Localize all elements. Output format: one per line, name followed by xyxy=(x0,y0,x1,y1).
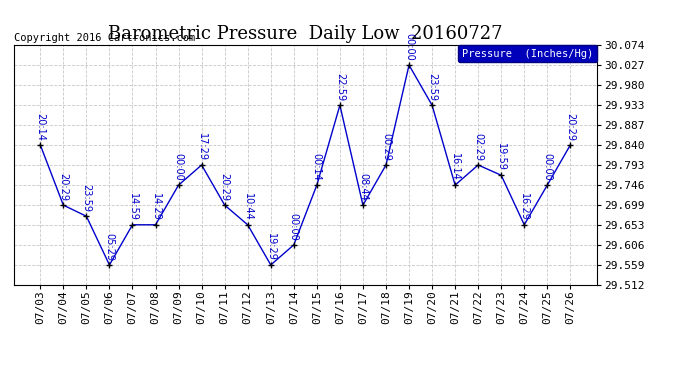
Text: 16:14: 16:14 xyxy=(450,153,460,181)
Legend: Pressure  (Inches/Hg): Pressure (Inches/Hg) xyxy=(458,45,597,62)
Text: 17:29: 17:29 xyxy=(197,133,206,161)
Text: 00:29: 00:29 xyxy=(381,133,391,161)
Text: 23:59: 23:59 xyxy=(427,73,437,101)
Text: 00:00: 00:00 xyxy=(404,33,414,61)
Text: 22:59: 22:59 xyxy=(335,73,345,101)
Text: 00:00: 00:00 xyxy=(289,213,299,241)
Text: Copyright 2016 Cartronics.com: Copyright 2016 Cartronics.com xyxy=(14,33,195,43)
Text: 02:29: 02:29 xyxy=(473,133,483,161)
Text: 10:44: 10:44 xyxy=(243,193,253,220)
Text: 23:59: 23:59 xyxy=(81,184,91,212)
Text: 00:00: 00:00 xyxy=(542,153,552,181)
Text: 19:59: 19:59 xyxy=(496,143,506,171)
Text: 00:00: 00:00 xyxy=(174,153,184,181)
Text: 20:29: 20:29 xyxy=(565,113,575,141)
Text: 20:14: 20:14 xyxy=(35,113,46,141)
Title: Barometric Pressure  Daily Low  20160727: Barometric Pressure Daily Low 20160727 xyxy=(108,26,502,44)
Text: 00:14: 00:14 xyxy=(312,153,322,181)
Text: 14:59: 14:59 xyxy=(128,193,137,220)
Text: 16:29: 16:29 xyxy=(520,193,529,220)
Text: 20:29: 20:29 xyxy=(219,173,230,201)
Text: 20:29: 20:29 xyxy=(59,173,68,201)
Text: 14:29: 14:29 xyxy=(150,193,161,220)
Text: 05:29: 05:29 xyxy=(104,233,115,261)
Text: 19:29: 19:29 xyxy=(266,233,276,261)
Text: 08:44: 08:44 xyxy=(358,173,368,201)
